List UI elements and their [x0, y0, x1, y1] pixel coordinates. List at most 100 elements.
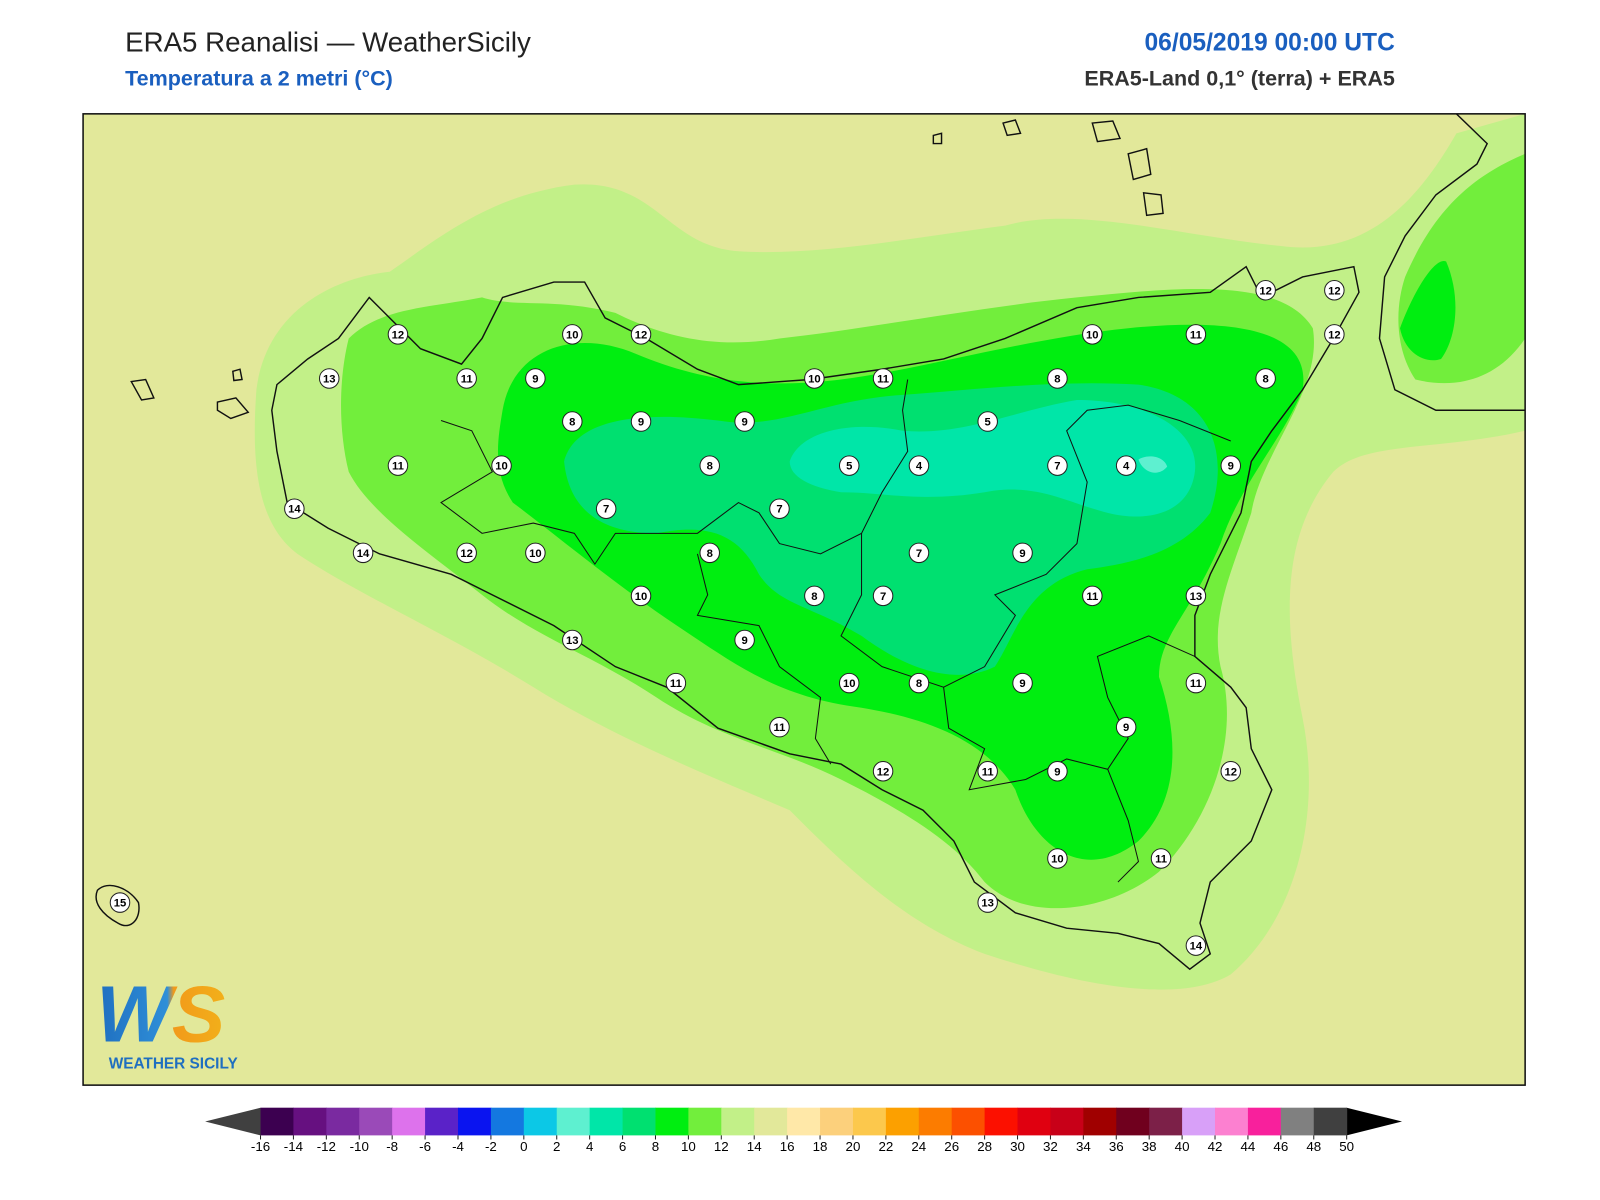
logo-mark: WS	[96, 970, 225, 1059]
station-marker	[630, 324, 652, 345]
station: 8	[562, 411, 583, 432]
station: 8	[1047, 368, 1068, 389]
datetime: 06/05/2019 00:00 UTC	[1144, 30, 1395, 57]
station-marker	[1185, 672, 1207, 694]
station-value: 11	[774, 722, 786, 734]
station: 9	[525, 368, 546, 389]
colorbar-cell	[918, 1107, 953, 1136]
station-marker	[352, 542, 374, 564]
colorbar-cell	[326, 1107, 360, 1136]
station-marker	[1047, 455, 1068, 476]
colorbar-tick-label: 10	[681, 1139, 696, 1154]
station-marker	[387, 455, 409, 476]
colorbar-tick-label: 26	[944, 1139, 959, 1154]
station: 13	[318, 368, 340, 389]
station: 9	[734, 411, 755, 432]
station: 10	[838, 672, 860, 694]
station: 12	[456, 542, 477, 564]
station: 7	[769, 498, 790, 519]
station-marker	[1185, 585, 1207, 607]
colorbar-cell	[852, 1107, 887, 1136]
station-marker	[734, 411, 755, 432]
station-value: 15	[114, 898, 127, 910]
colorbar-tick-label: 44	[1241, 1139, 1256, 1154]
station: 8	[699, 455, 720, 476]
station-value: 10	[529, 548, 542, 560]
station-value: 11	[1086, 591, 1098, 603]
station-value: 10	[843, 678, 856, 690]
station-value: 13	[323, 373, 336, 385]
logo: WS WEATHER SICILY	[96, 970, 237, 1073]
station-value: 8	[916, 678, 922, 690]
colorbar-cell	[589, 1107, 624, 1136]
station: 11	[456, 368, 477, 389]
calabria-coast	[1378, 113, 1526, 411]
station: 12	[1255, 279, 1276, 301]
station: 12	[1324, 324, 1345, 345]
station-value: 14	[288, 504, 301, 516]
station: 11	[387, 455, 409, 476]
logo-text: WEATHER SICILY	[109, 1056, 238, 1073]
station-marker	[977, 892, 998, 913]
station-value: 9	[638, 417, 644, 429]
colorbar-cell	[885, 1107, 920, 1136]
station-value: 11	[1190, 329, 1202, 341]
subtitle: Temperatura a 2 metri (°C)	[125, 67, 393, 91]
station-value: 12	[635, 329, 648, 341]
colorbar-tick-label: -12	[317, 1139, 336, 1154]
station-marker	[769, 498, 790, 519]
station-value: 8	[1263, 373, 1269, 385]
station-value: 12	[392, 329, 405, 341]
station-marker	[908, 455, 930, 476]
station: 9	[1012, 542, 1033, 564]
station: 8	[699, 542, 720, 564]
colorbar: -16 -14 -12 -10 -8 -6 -4 -2 0 2 4 6 8 10 12 14 16 18 20 22 2…	[205, 1107, 1403, 1154]
station-value: 10	[1086, 329, 1099, 341]
station: 4	[908, 455, 930, 476]
station-marker	[284, 498, 305, 519]
station-value: 8	[1054, 373, 1060, 385]
station: 14	[284, 498, 305, 519]
station-marker	[1324, 324, 1345, 345]
station-marker	[109, 892, 131, 913]
station-value: 9	[532, 373, 538, 385]
colorbar-cell	[787, 1107, 821, 1136]
station-marker	[665, 672, 687, 694]
station-marker	[1185, 324, 1207, 345]
province-border	[440, 379, 909, 566]
colorbar-cell	[1215, 1107, 1249, 1136]
station: 10	[804, 368, 825, 389]
station: 11	[1185, 672, 1207, 694]
station: 12	[630, 324, 652, 345]
station: 10	[1082, 324, 1103, 345]
island-pantelleria	[95, 884, 140, 927]
station-marker	[872, 368, 894, 389]
station-marker	[525, 368, 546, 389]
station: 11	[1185, 324, 1207, 345]
station-value: 4	[916, 461, 923, 473]
station-marker	[1115, 716, 1137, 738]
station-marker	[908, 542, 930, 564]
stations: 12 10 12 13 11 9 8 9 9 10 11 11 10 8 5 4 5 8 10 11 12 12 12 8 7 4…	[109, 279, 1345, 956]
station-value: 9	[1228, 461, 1234, 473]
station: 9	[1047, 761, 1068, 782]
colorbar-tick-label: -10	[350, 1139, 369, 1154]
colorbar-cell	[1313, 1107, 1348, 1136]
colorbar-cell	[490, 1107, 525, 1136]
station-value: 12	[1328, 285, 1341, 297]
station-value: 10	[635, 591, 648, 603]
station: 8	[1255, 368, 1276, 389]
station-marker	[977, 411, 998, 432]
station: 11	[1082, 585, 1103, 607]
contour-4	[789, 400, 1196, 517]
station: 9	[734, 629, 755, 651]
colorbar-tick-label: 14	[747, 1139, 762, 1154]
colorbar-cell	[359, 1107, 393, 1136]
station-value: 9	[741, 417, 747, 429]
station: 13	[977, 892, 998, 913]
station-value: 11	[670, 678, 682, 690]
colorbar-tick-label: 18	[813, 1139, 828, 1154]
station-marker	[456, 368, 477, 389]
colorbar-tick-label: -4	[452, 1139, 464, 1154]
